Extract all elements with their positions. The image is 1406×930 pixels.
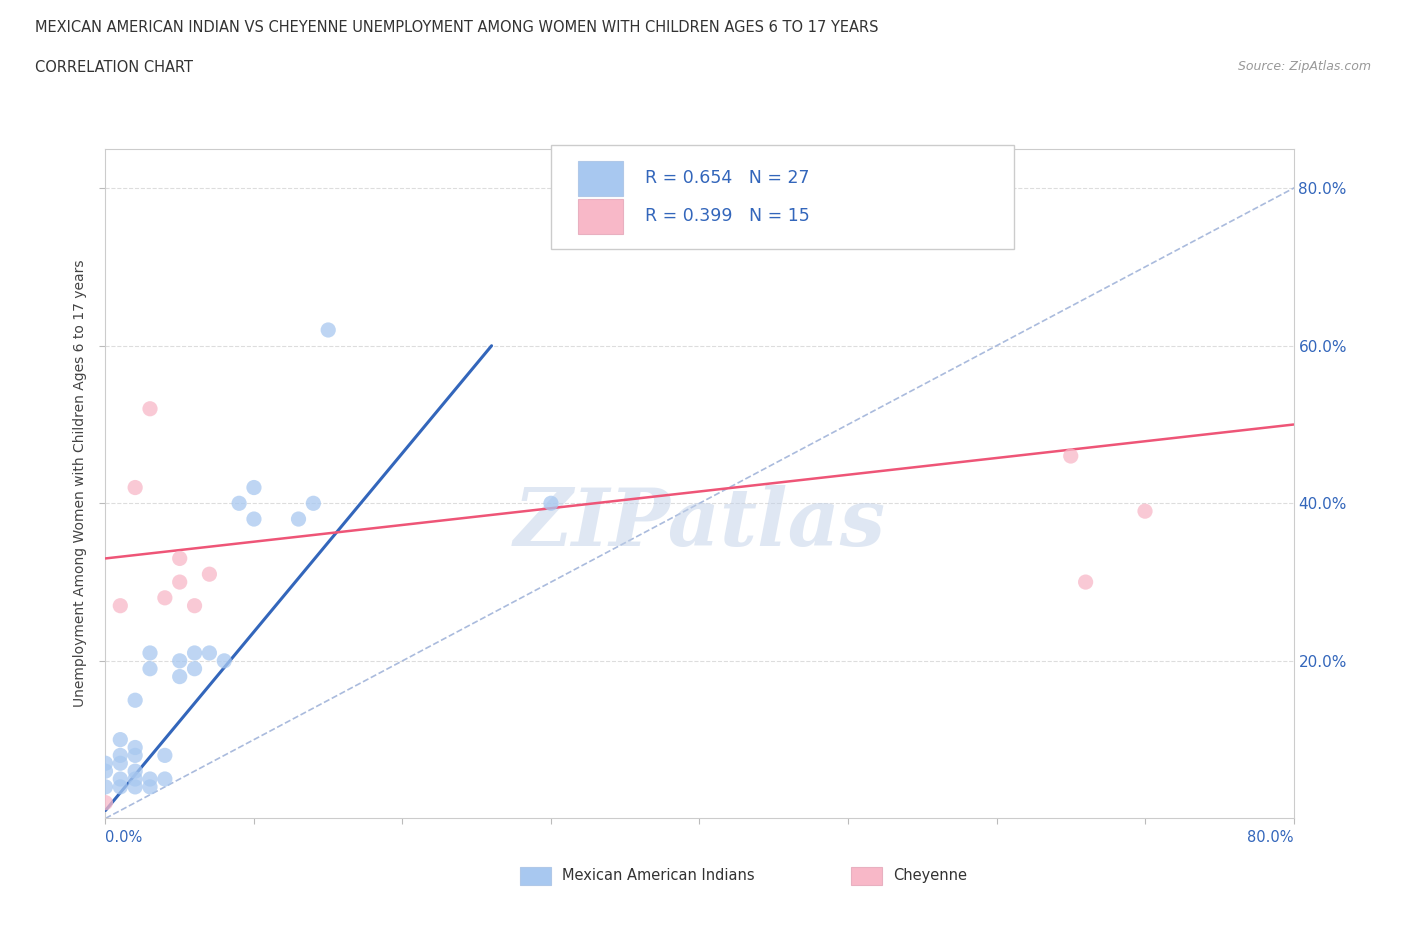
Point [243, 480, 266, 495]
Point [169, 575, 191, 590]
Text: Mexican American Indians: Mexican American Indians [562, 868, 755, 883]
Point [124, 764, 146, 778]
Point [243, 512, 266, 526]
Point [986, 189, 1008, 204]
Point [124, 693, 146, 708]
Text: Cheyenne: Cheyenne [893, 868, 967, 883]
Point [198, 645, 221, 660]
Point [1060, 448, 1083, 463]
Text: 80.0%: 80.0% [1247, 830, 1294, 845]
Point [228, 496, 250, 511]
Text: Source: ZipAtlas.com: Source: ZipAtlas.com [1237, 60, 1371, 73]
Point [169, 670, 191, 684]
Point [124, 772, 146, 787]
Point [139, 779, 162, 794]
Point [153, 772, 176, 787]
Point [124, 748, 146, 763]
Point [153, 748, 176, 763]
Point [169, 654, 191, 669]
Point [139, 661, 162, 676]
Text: R = 0.654   N = 27: R = 0.654 N = 27 [645, 169, 810, 187]
Text: ZIPatlas: ZIPatlas [513, 485, 886, 563]
FancyBboxPatch shape [551, 145, 1014, 249]
Bar [578, 161, 623, 195]
Point [110, 779, 132, 794]
Point [139, 402, 162, 417]
Point [183, 645, 205, 660]
Point [110, 756, 132, 771]
Point [153, 591, 176, 605]
Point [139, 772, 162, 787]
Point [110, 732, 132, 747]
Bar [578, 199, 623, 233]
Point [183, 598, 205, 613]
Point [169, 551, 191, 565]
Point [94, 779, 117, 794]
Text: MEXICAN AMERICAN INDIAN VS CHEYENNE UNEMPLOYMENT AMONG WOMEN WITH CHILDREN AGES : MEXICAN AMERICAN INDIAN VS CHEYENNE UNEM… [35, 20, 879, 35]
Text: R = 0.399   N = 15: R = 0.399 N = 15 [645, 207, 810, 225]
Point [139, 645, 162, 660]
Point [214, 654, 236, 669]
Y-axis label: Unemployment Among Women with Children Ages 6 to 17 years: Unemployment Among Women with Children A… [73, 259, 87, 708]
Point [1133, 504, 1156, 519]
Point [94, 764, 117, 778]
Point [124, 779, 146, 794]
Point [110, 598, 132, 613]
Point [316, 323, 339, 338]
Point [110, 772, 132, 787]
Point [94, 756, 117, 771]
Point [287, 512, 309, 526]
Text: 0.0%: 0.0% [105, 830, 142, 845]
Point [1074, 575, 1097, 590]
Text: CORRELATION CHART: CORRELATION CHART [35, 60, 193, 75]
Point [302, 496, 325, 511]
Point [198, 566, 221, 581]
Point [110, 748, 132, 763]
Point [183, 661, 205, 676]
Point [124, 740, 146, 755]
Point [94, 795, 117, 810]
Point [124, 480, 146, 495]
Point [540, 496, 562, 511]
